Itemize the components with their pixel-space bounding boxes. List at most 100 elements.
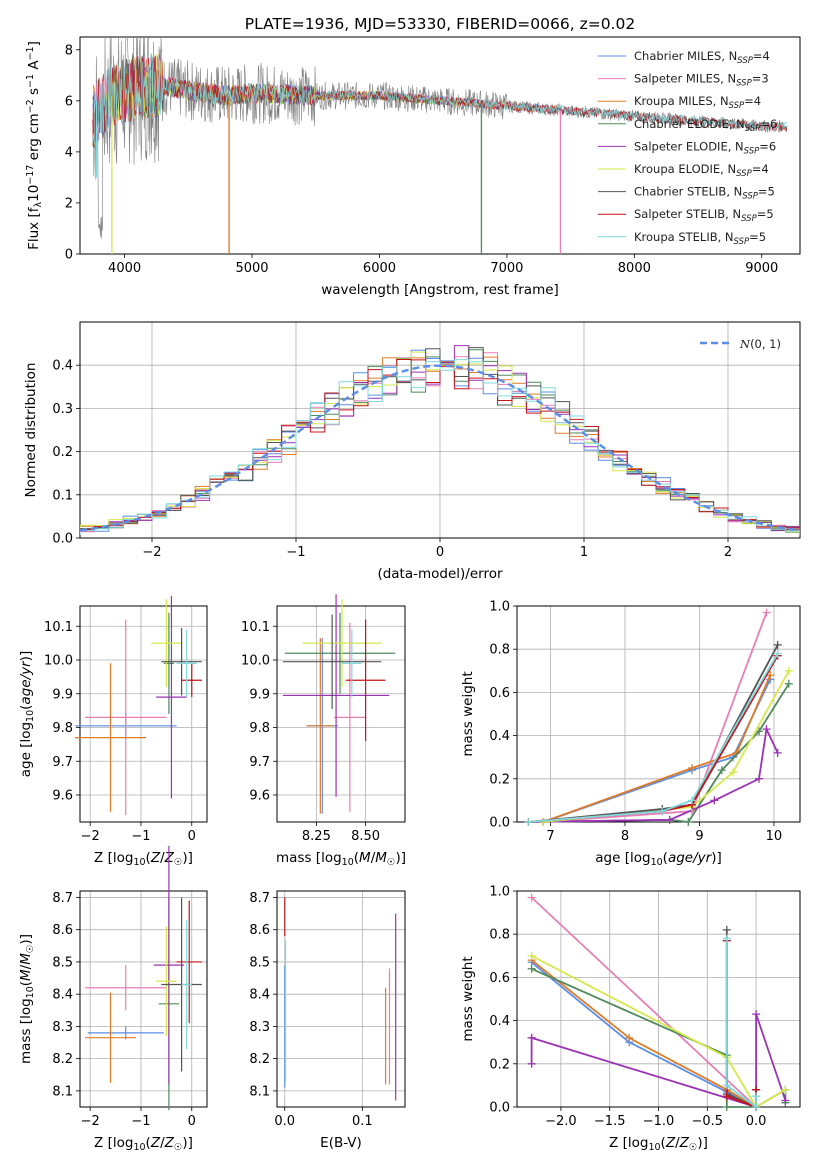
series-line	[725, 938, 757, 1109]
axes-frame	[79, 890, 208, 1108]
x-tick-label: −1	[286, 545, 305, 560]
series-marker	[762, 725, 771, 734]
massweight-vs-age-axes: 7 8 9 10 0.0 0.2 0.4 0.6 0.8 1.0 age [log10(age/yr…	[460, 600, 801, 868]
y-tick-label: 0.2	[489, 772, 510, 787]
y-tick-label: 4	[65, 145, 73, 160]
x-tick-label: 9	[695, 829, 703, 844]
y-tick-label: 9.8	[249, 721, 270, 736]
point-kroupa-miles	[306, 638, 335, 814]
y-tick-label: 0.2	[52, 445, 73, 460]
series-line	[528, 726, 779, 823]
y-tick-label: 8.4	[249, 988, 270, 1003]
series-chabrier-stelib	[524, 640, 782, 826]
y-tick-label: 9.9	[52, 687, 73, 702]
x-tick-label: 0.1	[352, 1114, 373, 1129]
point-salpeter-miles	[85, 965, 167, 1011]
series-marker	[752, 1103, 761, 1111]
point-kroupa-elodie	[302, 599, 382, 687]
y-tick-label: 0.6	[489, 971, 510, 986]
legend-label-kroupa-miles: Kroupa MILES, NSSP=4	[634, 94, 761, 111]
legend-label-chabrier-miles: Chabrier MILES, NSSP=4	[634, 49, 770, 66]
axes-frame	[516, 890, 801, 1108]
y-tick-label: 10.1	[241, 620, 270, 635]
y-tick-label: 8.7	[249, 891, 270, 906]
mass-vs-Z-axes: −2 −1 0 8.1 8.2 8.3 8.4 8.5 8.6 8.7 Z [log10(Z/Z☉)…	[18, 890, 208, 1153]
figure-title: PLATE=1936, MJD=53330, FIBERID=0066, z=0…	[245, 15, 635, 33]
y-tick-label: 8.4	[52, 988, 73, 1003]
y-tick-label: 0.3	[52, 402, 73, 417]
y-tick-label: 0.8	[489, 928, 510, 943]
y-tick-label: 0.1	[52, 488, 73, 503]
series-marker	[527, 1059, 536, 1068]
series-marker	[527, 951, 536, 960]
y-tick-label: 9.6	[249, 789, 270, 804]
series-marker	[773, 649, 782, 658]
mass-vs-ebv-points	[284, 897, 397, 1101]
series-salpeter-miles	[539, 608, 771, 826]
y-tick-label: 10.1	[44, 620, 73, 635]
y-tick-label: 8.5	[52, 955, 73, 970]
series-marker	[762, 608, 771, 617]
y-tick-label: 6	[65, 94, 73, 109]
point-salpeter-elodie	[282, 594, 390, 797]
legend-label-kroupa-stelib: Kroupa STELIB, NSSP=5	[634, 230, 766, 247]
series-marker	[665, 815, 674, 824]
series-kroupa-miles	[539, 671, 775, 826]
axes-frame	[79, 321, 801, 539]
point-kroupa-stelib	[176, 629, 197, 698]
x-tick-label: 8	[621, 829, 629, 844]
legend-label-chabrier-elodie: Chabrier ELODIE, NSSP=6	[634, 117, 777, 134]
x-tick-label: 0	[436, 545, 444, 560]
series-line	[531, 955, 786, 1109]
axes-frame	[276, 605, 406, 823]
y-tick-label: 8.6	[249, 923, 270, 938]
y-tick-label: 8.1	[52, 1084, 73, 1099]
series-chabrier-miles	[539, 675, 775, 826]
x-tick-label: 0.0	[746, 1114, 767, 1129]
series-chabrier-elodie	[524, 679, 793, 826]
series-marker	[688, 764, 697, 772]
y-tick-label: 0.4	[489, 729, 510, 744]
y-tick-label: 0.4	[52, 359, 73, 374]
y-axis-label: mass [log10(M/M☉)]	[18, 934, 36, 1064]
series-line	[531, 961, 757, 1108]
y-tick-label: 0.8	[489, 643, 510, 658]
x-axis-label: Z [log10(Z/Z☉)]	[94, 1135, 193, 1153]
y-tick-label: 2	[65, 196, 73, 211]
spectrum-legend: Chabrier MILES, NSSP=4 Salpeter MILES, NS…	[598, 49, 777, 247]
y-axis-label: age [log10(age/yr)]	[18, 651, 36, 777]
y-tick-label: 10.0	[44, 654, 73, 669]
x-axis-label: E(B-V)	[320, 1135, 362, 1151]
series-marker	[527, 1033, 536, 1042]
series-kroupa-stelib	[722, 934, 761, 1111]
series-marker	[722, 934, 731, 943]
point-chabrier-elodie	[284, 612, 396, 694]
y-tick-label: 8.2	[249, 1052, 270, 1067]
point-kroupa-elodie	[156, 926, 177, 1037]
legend-label-salpeter-miles: Salpeter MILES, NSSP=3	[634, 72, 769, 89]
x-axis-label: Z [log10(Z/Z☉)]	[94, 850, 193, 868]
axes-frame	[516, 605, 801, 823]
x-tick-label: 6000	[363, 261, 396, 276]
point-salpeter-stelib	[345, 619, 386, 741]
histograms	[80, 345, 800, 536]
series-salpeter-miles	[527, 893, 761, 1111]
x-axis-label: mass [log10(M/M☉)]	[276, 850, 406, 868]
y-tick-label: 9.6	[52, 789, 73, 804]
point-chabrier-elodie	[163, 612, 174, 714]
point-chabrier-stelib	[161, 627, 202, 696]
y-tick-label: 9.8	[52, 721, 73, 736]
x-tick-label: −1	[131, 1114, 150, 1129]
massweight-vs-Z-axes: −2.0 −1.5 −1.0 −0.5 0.0 0.0 0.2 0.4 0.6 0.8 1.0 Z […	[460, 885, 801, 1153]
series-line	[530, 896, 757, 1108]
legend-label-normal: N(0, 1)	[739, 337, 781, 351]
x-tick-label: 7000	[490, 261, 523, 276]
x-tick-label: 7	[546, 829, 554, 844]
legend-label-salpeter-elodie: Salpeter ELODIE, NSSP=6	[634, 139, 776, 156]
series-line	[528, 653, 779, 823]
y-tick-label: 9.7	[249, 755, 270, 770]
y-tick-label: 8.5	[249, 955, 270, 970]
point-salpeter-elodie	[153, 845, 185, 1085]
point-kroupa-stelib	[181, 920, 192, 1049]
x-tick-label: 5000	[235, 261, 268, 276]
